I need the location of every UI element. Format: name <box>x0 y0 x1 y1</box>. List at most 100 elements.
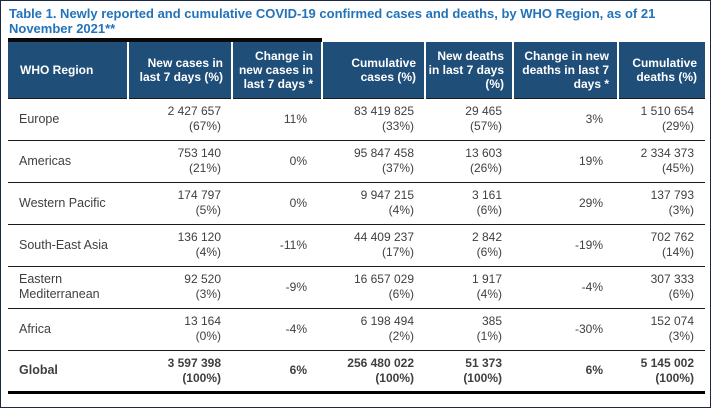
new-cases-cell: 13 164 (0%) <box>128 308 232 351</box>
new-cases-percent: (4%) <box>195 245 221 259</box>
change-new-deaths-cell: 6% <box>513 350 618 394</box>
new-cases-value: 174 797 <box>177 188 221 202</box>
table-row: Europe 2 427 657 (67%) 11% 83 419 825 (3… <box>8 98 705 141</box>
cumulative-deaths-percent: (29%) <box>661 119 694 133</box>
cumulative-deaths-cell: 2 334 373 (45%) <box>618 140 705 183</box>
new-deaths-cell: 3 161 (6%) <box>425 182 513 225</box>
region-cell: Africa <box>8 308 128 351</box>
cumulative-cases-percent: (6%) <box>388 287 414 301</box>
new-deaths-value: 29 465 <box>465 104 502 118</box>
cumulative-deaths-cell: 1 510 654 (29%) <box>618 98 705 141</box>
cumulative-deaths-cell: 152 074 (3%) <box>618 308 705 351</box>
new-cases-cell: 753 140 (21%) <box>128 140 232 183</box>
cumulative-cases-value: 95 847 458 <box>353 146 414 160</box>
new-deaths-cell: 2 842 (6%) <box>425 224 513 267</box>
new-deaths-percent: (26%) <box>469 161 502 175</box>
region-cell: Europe <box>8 98 128 141</box>
cumulative-deaths-value: 5 145 002 <box>640 355 694 370</box>
new-deaths-percent: (100%) <box>463 370 502 385</box>
table-title-line1: Table 1. Newly reported and cumulative C… <box>9 6 656 21</box>
cumulative-deaths-cell: 5 145 002 (100%) <box>618 350 705 394</box>
table-row: Western Pacific 174 797 (5%) 0% 9 947 21… <box>8 182 705 225</box>
col-header-change-new-cases: Change in new cases in last 7 days * <box>231 42 322 99</box>
region-cell: South-East Asia <box>8 224 128 267</box>
new-deaths-percent: (4%) <box>476 287 502 301</box>
covid-table-wrap: WHO Region New cases in last 7 days (%) … <box>8 38 705 394</box>
new-deaths-value: 13 603 <box>465 146 502 160</box>
cumulative-cases-cell: 83 419 825 (33%) <box>322 98 425 141</box>
col-header-cumulative-cases: Cumulative cases (%) <box>321 42 425 99</box>
new-cases-cell: 136 120 (4%) <box>128 224 232 267</box>
cumulative-deaths-value: 307 333 <box>650 272 694 286</box>
cumulative-cases-value: 83 419 825 <box>353 104 414 118</box>
new-deaths-value: 51 373 <box>465 355 502 370</box>
new-deaths-value: 1 917 <box>471 272 502 286</box>
change-new-cases-cell: 6% <box>232 350 322 394</box>
new-cases-value: 92 520 <box>184 272 221 286</box>
region-cell: Global <box>8 350 128 394</box>
cumulative-deaths-cell: 307 333 (6%) <box>618 266 705 309</box>
col-header-new-cases: New cases in last 7 days (%) <box>127 42 232 99</box>
cumulative-deaths-value: 702 762 <box>650 230 694 244</box>
table-row: South-East Asia 136 120 (4%) -11% 44 409… <box>8 224 705 267</box>
change-new-cases-cell: 0% <box>232 140 322 183</box>
change-new-deaths-cell: -4% <box>513 266 618 309</box>
new-cases-cell: 174 797 (5%) <box>128 182 232 225</box>
cumulative-cases-cell: 95 847 458 (37%) <box>322 140 425 183</box>
new-deaths-cell: 1 917 (4%) <box>425 266 513 309</box>
new-cases-cell: 92 520 (3%) <box>128 266 232 309</box>
new-cases-value: 753 140 <box>177 146 221 160</box>
cumulative-deaths-percent: (3%) <box>668 203 694 217</box>
cumulative-deaths-value: 1 510 654 <box>640 104 694 118</box>
cumulative-cases-percent: (33%) <box>381 119 414 133</box>
table-top-border-bar <box>8 38 322 42</box>
change-new-cases-cell: 11% <box>232 98 322 141</box>
new-cases-value: 2 427 657 <box>167 104 221 118</box>
cumulative-deaths-value: 2 334 373 <box>640 146 694 160</box>
cumulative-cases-cell: 256 480 022 (100%) <box>322 350 425 394</box>
table-row: Eastern Mediterranean 92 520 (3%) -9% 16… <box>8 266 705 309</box>
table-row: Africa 13 164 (0%) -4% 6 198 494 (2%) 38… <box>8 308 705 351</box>
new-deaths-percent: (1%) <box>476 329 502 343</box>
cumulative-cases-percent: (2%) <box>388 329 414 343</box>
cumulative-cases-percent: (4%) <box>388 203 414 217</box>
new-cases-cell: 2 427 657 (67%) <box>128 98 232 141</box>
cumulative-cases-percent: (100%) <box>375 370 414 385</box>
cumulative-deaths-percent: (100%) <box>655 370 694 385</box>
new-deaths-value: 2 842 <box>471 230 502 244</box>
col-header-new-deaths: New deaths in last 7 days (%) <box>424 42 513 99</box>
region-cell: Eastern Mediterranean <box>8 266 128 309</box>
change-new-deaths-cell: -19% <box>513 224 618 267</box>
change-new-cases-cell: 0% <box>232 182 322 225</box>
cumulative-cases-cell: 44 409 237 (17%) <box>322 224 425 267</box>
new-deaths-cell: 29 465 (57%) <box>425 98 513 141</box>
cumulative-cases-cell: 6 198 494 (2%) <box>322 308 425 351</box>
table-row: Americas 753 140 (21%) 0% 95 847 458 (37… <box>8 140 705 183</box>
cumulative-cases-percent: (17%) <box>381 245 414 259</box>
cumulative-cases-value: 9 947 215 <box>360 188 414 202</box>
new-cases-percent: (5%) <box>195 203 221 217</box>
new-cases-value: 136 120 <box>177 230 221 244</box>
region-cell: Western Pacific <box>8 182 128 225</box>
col-header-who-region: WHO Region <box>8 42 128 99</box>
cumulative-cases-value: 16 657 029 <box>353 272 414 286</box>
cumulative-deaths-percent: (45%) <box>661 161 694 175</box>
col-header-cumulative-deaths: Cumulative deaths (%) <box>617 42 705 99</box>
change-new-deaths-cell: 3% <box>513 98 618 141</box>
new-deaths-cell: 51 373 (100%) <box>425 350 513 394</box>
change-new-deaths-cell: 19% <box>513 140 618 183</box>
cumulative-cases-value: 256 480 022 <box>347 355 414 370</box>
new-cases-percent: (3%) <box>195 287 221 301</box>
new-deaths-percent: (57%) <box>469 119 502 133</box>
new-cases-percent: (21%) <box>188 161 221 175</box>
new-cases-percent: (0%) <box>195 329 221 343</box>
change-new-cases-cell: -4% <box>232 308 322 351</box>
cumulative-deaths-percent: (6%) <box>668 287 694 301</box>
cumulative-deaths-cell: 702 762 (14%) <box>618 224 705 267</box>
region-cell: Americas <box>8 140 128 183</box>
new-cases-value: 13 164 <box>184 314 221 328</box>
new-cases-percent: (100%) <box>182 370 221 385</box>
new-deaths-percent: (6%) <box>476 245 502 259</box>
new-deaths-cell: 385 (1%) <box>425 308 513 351</box>
cumulative-cases-cell: 9 947 215 (4%) <box>322 182 425 225</box>
